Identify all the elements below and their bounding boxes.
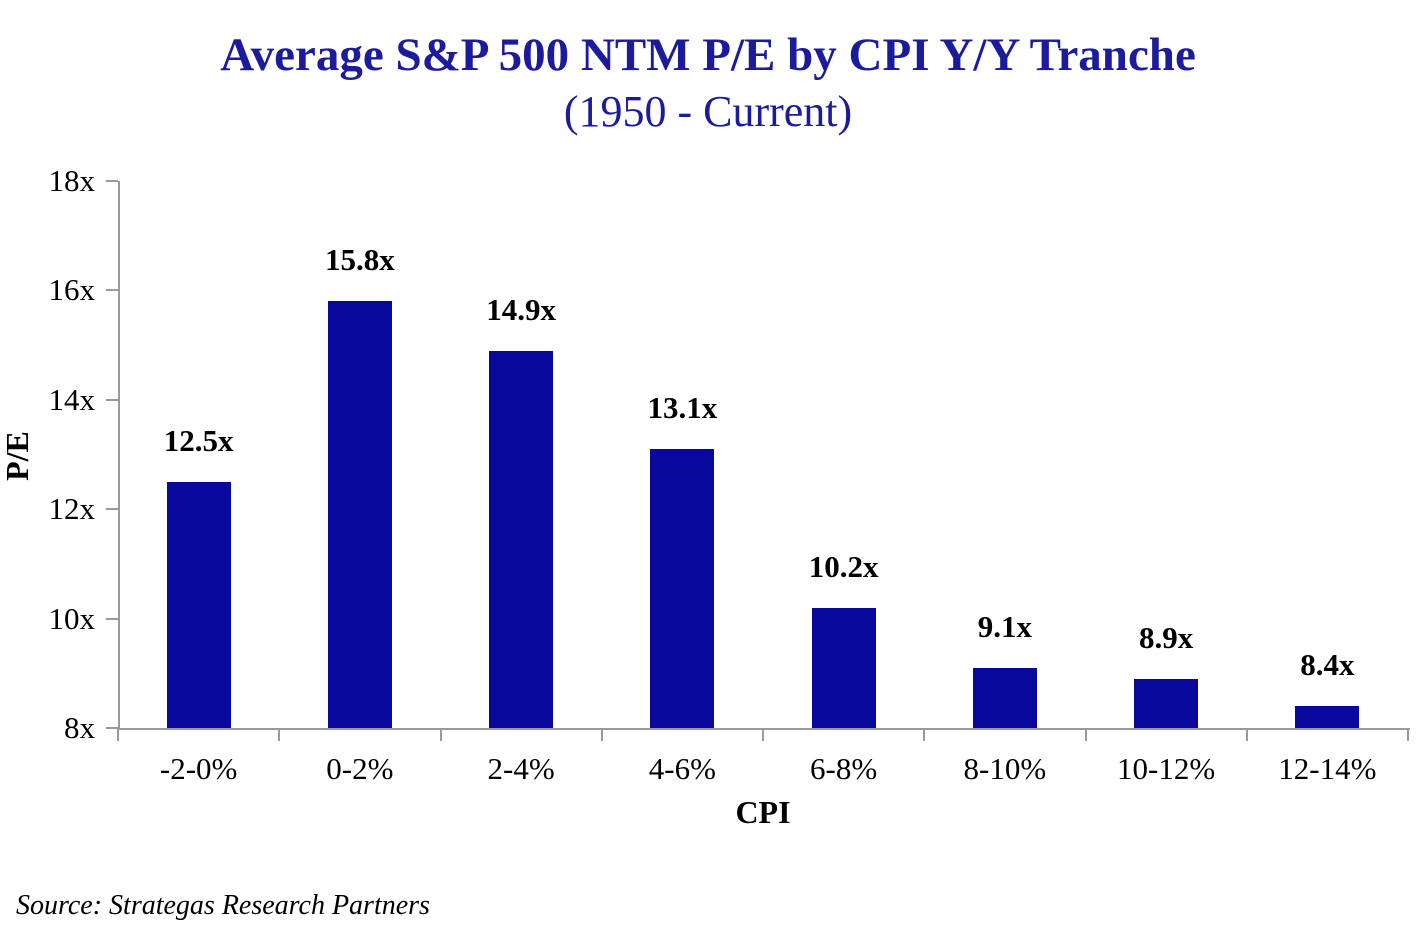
bar-value-label: 13.1x bbox=[647, 390, 718, 426]
x-axis-line bbox=[117, 728, 1410, 730]
x-tick-mark bbox=[600, 730, 603, 741]
x-tick-mark bbox=[117, 730, 119, 741]
x-tick-label: 0-2% bbox=[326, 751, 394, 786]
x-tick-mark bbox=[1407, 730, 1409, 741]
chart-title: Average S&P 500 NTM P/E by CPI Y/Y Tranc… bbox=[220, 29, 1196, 81]
bar-value-label: 8.4x bbox=[1300, 647, 1355, 683]
bar bbox=[166, 481, 231, 728]
x-tick-label: 2-4% bbox=[487, 751, 555, 786]
bar-value-label: 14.9x bbox=[486, 291, 556, 327]
x-tick-mark bbox=[923, 730, 926, 741]
x-tick-label: 4-6% bbox=[648, 751, 716, 786]
bar bbox=[1295, 706, 1360, 728]
x-tick-mark bbox=[1084, 730, 1087, 741]
y-tick-mark bbox=[106, 617, 118, 620]
y-tick-label: 18x bbox=[48, 163, 96, 198]
y-tick-mark bbox=[106, 289, 118, 292]
bar-value-label: 12.5x bbox=[163, 422, 234, 458]
source-note: Source: Strategas Research Partners bbox=[16, 890, 430, 921]
y-tick-label: 12x bbox=[48, 491, 96, 527]
x-axis-title: CPI bbox=[735, 794, 791, 830]
y-axis-line bbox=[118, 181, 120, 730]
bar bbox=[1134, 678, 1199, 728]
x-tick-label: 8-10% bbox=[963, 751, 1047, 786]
y-tick-label: 8x bbox=[64, 710, 95, 745]
y-tick-mark bbox=[106, 508, 118, 511]
y-tick-label: 14x bbox=[48, 381, 96, 417]
x-tick-mark bbox=[1245, 730, 1248, 741]
bar-value-label: 15.8x bbox=[325, 242, 395, 278]
bar-value-label: 8.9x bbox=[1139, 619, 1194, 655]
x-tick-label: -2-0% bbox=[159, 751, 238, 786]
bar bbox=[327, 301, 392, 728]
chart-subtitle: (1950 - Current) bbox=[563, 87, 853, 136]
bar bbox=[489, 350, 554, 728]
bar-value-label: 9.1x bbox=[977, 608, 1032, 644]
y-tick-mark bbox=[106, 180, 118, 182]
bar bbox=[811, 607, 876, 728]
x-tick-label: 6-8% bbox=[810, 751, 878, 786]
x-tick-mark bbox=[439, 730, 442, 741]
y-tick-mark bbox=[106, 398, 118, 401]
x-tick-mark bbox=[762, 730, 764, 741]
y-axis-title: P/E bbox=[0, 431, 35, 481]
y-tick-mark bbox=[106, 727, 118, 729]
x-tick-mark bbox=[278, 730, 281, 741]
bar-value-label: 10.2x bbox=[808, 548, 879, 584]
x-tick-label: 10-12% bbox=[1117, 751, 1216, 786]
bar bbox=[650, 449, 715, 728]
bar bbox=[972, 667, 1037, 728]
y-tick-label: 10x bbox=[48, 600, 96, 636]
x-tick-label: 12-14% bbox=[1278, 751, 1377, 786]
y-tick-label: 16x bbox=[48, 272, 96, 308]
